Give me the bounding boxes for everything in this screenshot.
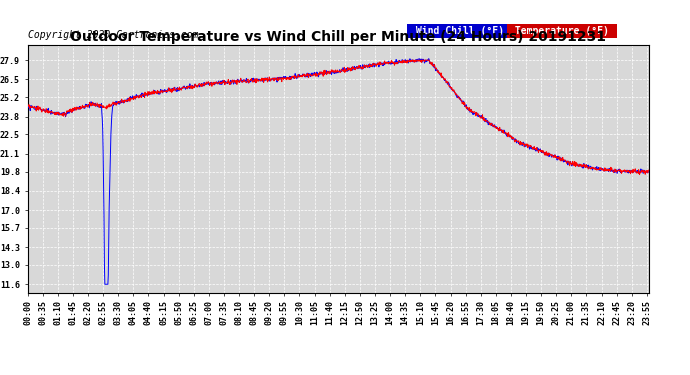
Title: Outdoor Temperature vs Wind Chill per Minute (24 Hours) 20191231: Outdoor Temperature vs Wind Chill per Mi… bbox=[70, 30, 606, 44]
Text: Copyright 2020 Cartronics.com: Copyright 2020 Cartronics.com bbox=[28, 30, 198, 40]
Text: Wind Chill (°F): Wind Chill (°F) bbox=[409, 26, 509, 36]
Text: Temperature (°F): Temperature (°F) bbox=[509, 26, 615, 36]
